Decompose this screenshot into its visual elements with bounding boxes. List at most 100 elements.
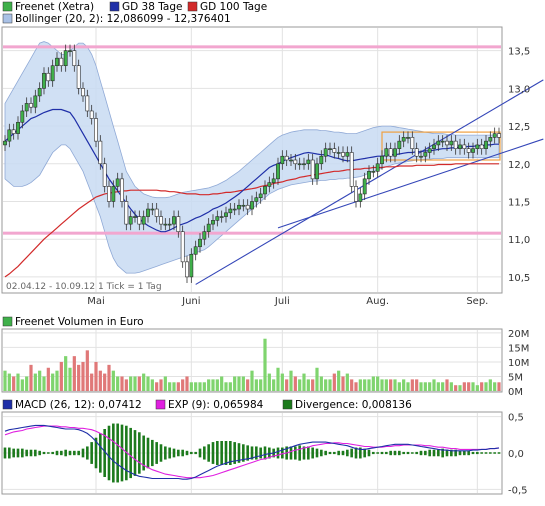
divergence-mark [146,437,150,469]
divergence-mark [8,447,11,459]
candle-body [163,223,168,226]
candle-body [211,220,215,225]
candle-body [453,140,458,149]
volume-bar [25,376,29,391]
divergence-mark [203,446,206,460]
volume-bar [328,379,332,391]
candle-body [302,163,306,166]
volume-bar [458,385,462,391]
divergence-mark [172,448,176,458]
volume-bar [59,361,63,391]
candle-body [50,65,55,82]
divergence-mark [246,445,249,461]
candle-body [384,148,389,157]
candle-body [315,163,319,180]
divergence-mark [315,448,319,458]
candle-body [401,137,406,142]
volume-panel: Freenet Volumen in Euro 0M 5M 10M 15M 20M [1,316,529,398]
price-y-tick-label: 10,5 [508,273,530,284]
volume-bar [185,376,189,391]
volume-bar [480,382,484,391]
divergence-mark [34,449,37,457]
volume-bar [345,373,349,391]
volume-bar [276,367,280,391]
candle-body [354,186,358,202]
candle-body [497,133,501,138]
candle-body [289,159,293,162]
volume-bar [72,356,76,391]
candle-body [341,152,345,157]
volume-bar [280,373,284,391]
date-range-label: 02.04.12 - 10.09.12 1 Tick = 1 Tag [6,282,162,292]
divergence-mark [385,451,388,455]
volume-bar [350,379,354,391]
candle-body [98,140,103,165]
volume-bar [324,379,328,391]
candle-body [284,155,289,161]
candle-body [358,193,363,202]
candle-body [141,216,146,225]
divergence-mark [220,441,223,465]
divergence-mark [363,448,366,458]
candle-body [432,144,436,149]
candle-body [414,148,419,157]
divergence-mark [90,442,93,464]
volume-bar [189,382,193,391]
volume-bar [319,376,323,391]
divergence-mark [402,451,405,455]
divergence-mark [112,423,115,483]
divergence-mark [159,444,163,462]
volume-bar [38,370,42,391]
volume-y-tick-label: 5M [508,372,523,383]
candle-body [185,261,189,278]
volume-bar [202,382,206,391]
candle-body [293,159,298,165]
candle-body [276,163,280,180]
price-x-tick-label: Juni [181,296,200,307]
volume-bar [471,382,475,391]
candle-body [85,95,90,112]
divergence-mark [367,449,371,457]
divergence-mark [341,450,345,456]
candle-body [319,155,324,165]
price-y-tick-label: 12,0 [508,160,530,171]
divergence-mark [263,446,267,460]
volume-bar [402,379,406,391]
volume-bar [12,376,16,391]
divergence-mark [471,451,475,455]
divergence-mark [302,446,306,460]
candle-body [479,144,484,149]
candle-body [59,57,64,67]
volume-bar [16,373,20,391]
candle-body [133,216,137,218]
candle-body [128,216,133,225]
price-y-tick-label: 11,0 [508,235,530,246]
divergence-mark [103,429,106,477]
candle-body [440,140,445,143]
volume-bar [194,382,198,391]
macd-line [4,424,500,480]
volume-bar [142,373,146,391]
candle-body [146,208,150,217]
price-x-tick-label: Aug. [366,296,389,307]
volume-bar [233,376,237,391]
candle-body [306,159,311,165]
divergence-mark [250,446,254,460]
divergence-mark [437,449,440,457]
trend-line [277,138,544,229]
candle-body [310,159,315,180]
divergence-mark [211,442,215,464]
divergence-mark [424,450,427,456]
divergence-mark [68,450,72,456]
candle-body [180,231,185,263]
candle-body [228,208,233,214]
volume-bar [298,379,302,391]
volume-bar [98,370,102,391]
divergence-mark [333,451,336,455]
candle-body [362,178,367,195]
macd-panel: MACD (26, 12): 0,07412 EXP (9): 0,065984… [1,399,528,496]
divergence-mark [142,435,145,471]
volume-bar [397,382,401,391]
price-y-tick-label: 13,0 [508,84,530,95]
